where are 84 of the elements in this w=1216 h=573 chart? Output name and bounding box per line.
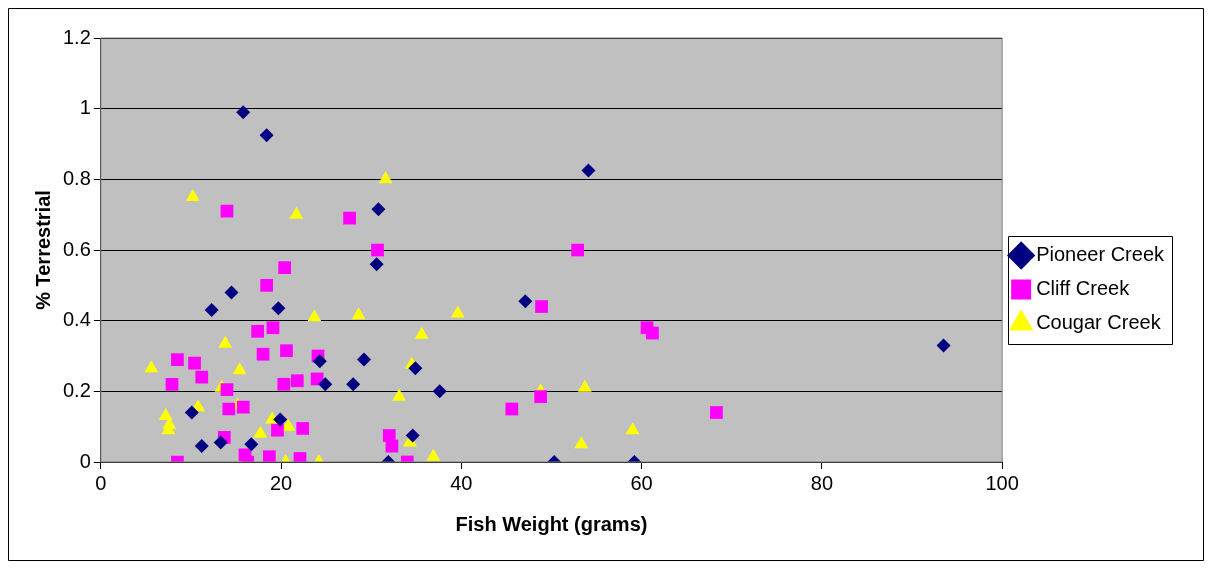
point <box>369 257 384 272</box>
point <box>253 425 268 438</box>
x-axis-title: Fish Weight (grams) <box>455 512 648 535</box>
point <box>574 436 589 449</box>
point <box>256 347 270 361</box>
point <box>222 402 236 416</box>
point <box>289 206 304 219</box>
point <box>271 301 286 316</box>
point <box>244 437 259 452</box>
legend-label: Pioneer Creek <box>1036 243 1165 266</box>
point <box>710 406 723 419</box>
y-tick-label: 0.4 <box>62 308 91 331</box>
point <box>343 211 356 225</box>
point <box>378 171 393 184</box>
point <box>581 163 596 178</box>
point <box>646 326 659 340</box>
point <box>936 338 951 353</box>
legend-label: Cliff Creek <box>1036 277 1131 300</box>
x-tick-label: 60 <box>630 471 653 494</box>
point <box>259 128 274 143</box>
point <box>260 278 274 292</box>
point <box>408 361 423 376</box>
point <box>405 428 420 443</box>
point <box>144 360 159 373</box>
point <box>535 300 548 313</box>
point <box>280 344 293 358</box>
point <box>426 448 441 461</box>
y-tick-label: 1 <box>79 96 91 119</box>
y-tick-label: 0.8 <box>62 166 91 189</box>
x-tick-label: 40 <box>450 471 473 494</box>
point <box>296 422 310 435</box>
point <box>224 285 239 300</box>
y-tick-label: 0.2 <box>62 378 91 401</box>
x-tick-label: 20 <box>269 471 293 494</box>
point <box>266 321 280 335</box>
point <box>188 356 201 370</box>
x-tick-label: 100 <box>985 471 1019 494</box>
point <box>232 362 247 375</box>
point <box>625 422 640 435</box>
point <box>450 305 465 318</box>
point <box>577 379 592 392</box>
point <box>271 423 284 437</box>
point <box>346 377 361 392</box>
point <box>278 261 292 275</box>
point <box>534 390 548 403</box>
y-axis-title: % Terrestrial <box>31 190 54 310</box>
point <box>277 377 291 391</box>
point <box>392 388 407 401</box>
point <box>218 335 233 348</box>
point <box>371 243 384 257</box>
point <box>213 435 228 450</box>
point <box>290 374 304 388</box>
point <box>414 326 429 339</box>
legend-label: Cougar Creek <box>1036 311 1162 334</box>
point <box>357 352 371 367</box>
point <box>312 354 327 369</box>
point <box>158 408 173 421</box>
point <box>236 400 250 414</box>
point <box>505 402 519 416</box>
point <box>518 294 533 309</box>
point <box>351 307 366 320</box>
point <box>318 377 333 392</box>
y-tick-label: 1.2 <box>62 25 91 48</box>
point <box>165 377 179 391</box>
point <box>571 243 584 257</box>
point <box>195 370 209 384</box>
point <box>236 105 251 120</box>
y-tick-label: 0 <box>79 449 91 472</box>
point <box>432 384 447 399</box>
point <box>262 450 276 462</box>
point <box>273 412 288 427</box>
x-tick-label: 80 <box>810 471 834 494</box>
point <box>371 202 386 217</box>
x-tick-label: 0 <box>95 471 107 494</box>
point <box>204 303 219 318</box>
point <box>281 418 296 431</box>
point <box>251 324 264 338</box>
y-tick-label: 0.6 <box>62 237 91 260</box>
point <box>171 353 184 366</box>
point <box>185 189 200 201</box>
point <box>307 309 322 322</box>
point <box>220 383 234 396</box>
point <box>194 439 209 454</box>
point <box>184 405 199 420</box>
